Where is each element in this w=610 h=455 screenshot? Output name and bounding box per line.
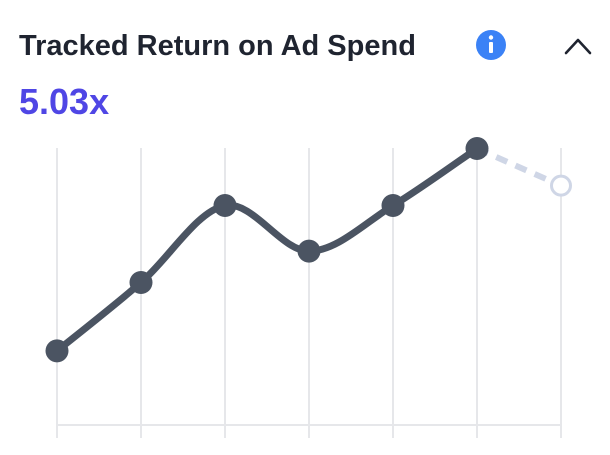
data-point (381, 194, 405, 218)
data-point (129, 271, 153, 294)
data-point (45, 339, 69, 363)
widget-title: Tracked Return on Ad Spend (19, 30, 416, 62)
info-icon-bar (489, 42, 493, 53)
data-point (213, 194, 237, 218)
metric-value: 5.03x (19, 81, 109, 122)
collapse-chevron[interactable] (564, 38, 592, 55)
info-icon[interactable] (476, 30, 506, 60)
data-point (297, 239, 321, 263)
data-point (465, 137, 489, 161)
projection-line (475, 145, 563, 189)
series-line (53, 145, 481, 355)
info-icon-dot (488, 35, 494, 40)
projected-point (550, 174, 572, 197)
